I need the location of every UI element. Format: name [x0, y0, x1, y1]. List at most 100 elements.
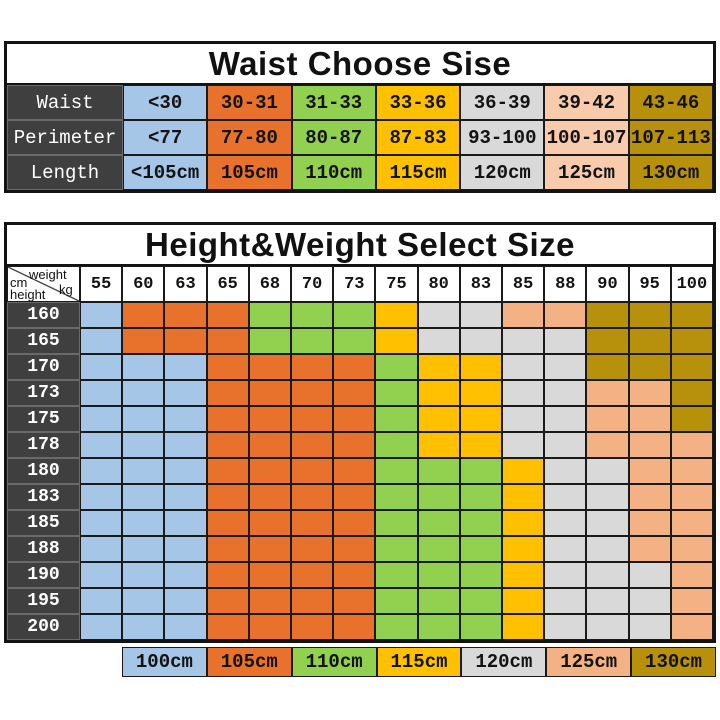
height-label: 170 — [7, 354, 80, 380]
size-cell — [122, 562, 165, 588]
weight-header-cell: 80 — [417, 266, 460, 302]
size-cell — [164, 406, 207, 432]
weight-header-cell: 95 — [628, 266, 671, 302]
size-cell — [502, 484, 545, 510]
waist-cell: 120cm — [460, 155, 545, 190]
size-cell — [375, 562, 418, 588]
weight-header-cell: 65 — [206, 266, 249, 302]
size-cell — [628, 406, 671, 432]
size-cell — [628, 328, 671, 354]
size-cell — [459, 458, 502, 484]
size-cell — [122, 588, 165, 614]
size-cell — [502, 432, 545, 458]
size-cell — [291, 562, 334, 588]
legend-item: 120cm — [461, 647, 547, 677]
height-label: 190 — [7, 562, 80, 588]
size-cell — [586, 432, 629, 458]
weight-header-cell: 75 — [375, 266, 418, 302]
size-cell — [80, 458, 123, 484]
size-cell — [586, 380, 629, 406]
size-cell — [248, 432, 291, 458]
size-cell — [544, 302, 587, 328]
size-cell — [544, 510, 587, 536]
weight-header-cell: 55 — [80, 266, 123, 302]
size-cell — [417, 510, 460, 536]
size-cell — [670, 406, 713, 432]
size-cell — [333, 302, 376, 328]
size-cell — [375, 458, 418, 484]
size-cell — [333, 354, 376, 380]
size-cell — [80, 328, 123, 354]
size-cell — [164, 354, 207, 380]
size-cell — [502, 510, 545, 536]
waist-table-title: Waist Choose Sise — [7, 44, 713, 85]
size-cell — [291, 458, 334, 484]
height-label: 188 — [7, 536, 80, 562]
size-cell — [502, 406, 545, 432]
size-cell — [206, 562, 249, 588]
size-cell — [628, 354, 671, 380]
waist-cell: <105cm — [123, 155, 208, 190]
size-cell — [459, 588, 502, 614]
waist-cell: 80-87 — [291, 120, 376, 155]
size-cell — [417, 588, 460, 614]
size-cell — [544, 588, 587, 614]
size-cell — [122, 458, 165, 484]
size-cell — [80, 536, 123, 562]
height-label: 175 — [7, 406, 80, 432]
corner-cell: weight kg cm height — [7, 266, 80, 302]
size-cell — [417, 614, 460, 640]
size-cell — [628, 302, 671, 328]
weight-header-cell: 90 — [586, 266, 629, 302]
size-cell — [459, 562, 502, 588]
size-cell — [586, 562, 629, 588]
size-cell — [628, 380, 671, 406]
waist-cell: 30-31 — [207, 85, 292, 120]
size-cell — [459, 380, 502, 406]
size-cell — [206, 484, 249, 510]
waist-cell: 125cm — [544, 155, 629, 190]
waist-cell: 31-33 — [291, 85, 376, 120]
size-cell — [206, 588, 249, 614]
size-cell — [628, 562, 671, 588]
size-cell — [248, 588, 291, 614]
size-cell — [248, 562, 291, 588]
size-cell — [375, 510, 418, 536]
size-cell — [291, 484, 334, 510]
size-cell — [544, 354, 587, 380]
size-cell — [375, 406, 418, 432]
corner-kg-label: kg — [59, 282, 73, 297]
size-cell — [459, 406, 502, 432]
size-cell — [586, 510, 629, 536]
size-cell — [80, 614, 123, 640]
legend-item: 110cm — [291, 647, 377, 677]
height-label: 195 — [7, 588, 80, 614]
weight-header-cell: 68 — [248, 266, 291, 302]
size-cell — [586, 354, 629, 380]
size-cell — [333, 588, 376, 614]
legend-item: 130cm — [631, 647, 716, 677]
waist-cell: 33-36 — [375, 85, 461, 120]
size-cell — [670, 484, 713, 510]
size-cell — [417, 328, 460, 354]
size-cell — [291, 614, 334, 640]
size-cell — [459, 354, 502, 380]
waist-cell: 77-80 — [207, 120, 292, 155]
diagonal-line — [8, 267, 79, 301]
size-cell — [502, 328, 545, 354]
size-cell — [164, 302, 207, 328]
size-cell — [628, 432, 671, 458]
weight-header-cell: 73 — [333, 266, 376, 302]
size-cell — [459, 484, 502, 510]
size-cell — [586, 614, 629, 640]
height-weight-table: Height&Weight Select Size weight kg cm h… — [4, 222, 716, 643]
size-cell — [502, 380, 545, 406]
size-cell — [80, 380, 123, 406]
size-cell — [80, 432, 123, 458]
size-cell — [502, 458, 545, 484]
size-cell — [164, 484, 207, 510]
waist-cell: 39-42 — [544, 85, 629, 120]
size-cell — [459, 510, 502, 536]
size-cell — [164, 458, 207, 484]
size-cell — [206, 614, 249, 640]
